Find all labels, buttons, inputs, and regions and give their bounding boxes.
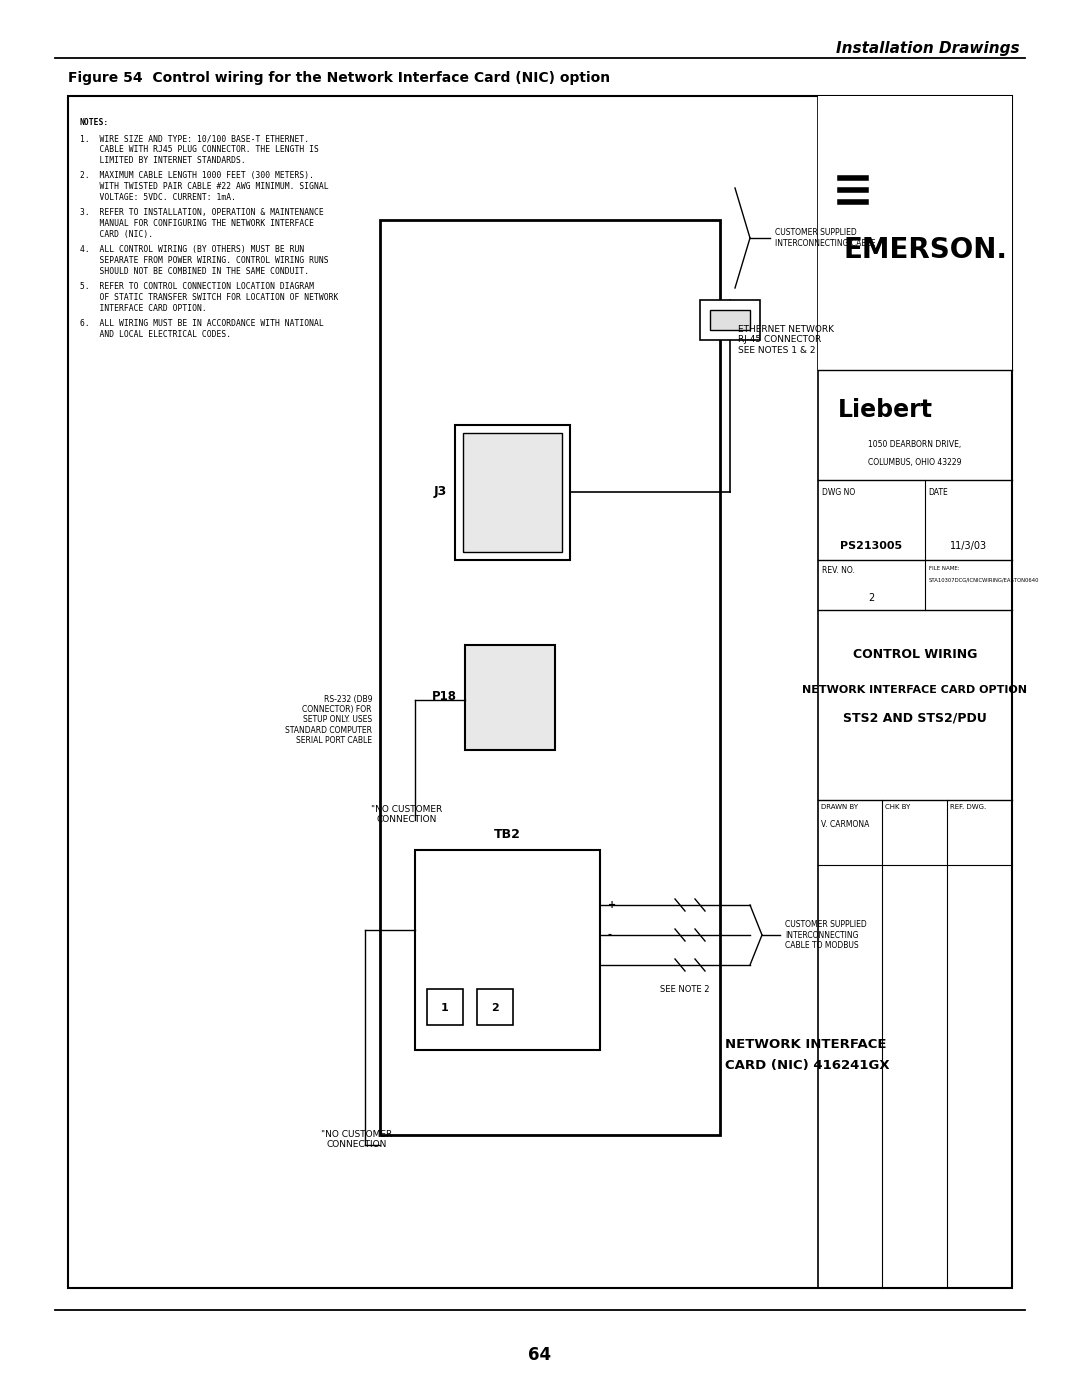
Text: Figure 54  Control wiring for the Network Interface Card (NIC) option: Figure 54 Control wiring for the Network… [68,71,610,85]
Text: 64: 64 [528,1345,552,1363]
Text: CUSTOMER SUPPLIED
INTERCONNECTING
CABLE TO MODBUS: CUSTOMER SUPPLIED INTERCONNECTING CABLE … [785,921,867,950]
Text: -: - [608,930,612,940]
Bar [427,989,463,1025]
Text: V. CARMONA: V. CARMONA [821,820,869,828]
Text: 1050 DEARBORN DRIVE,: 1050 DEARBORN DRIVE, [868,440,961,450]
Text: SEPARATE FROM POWER WIRING. CONTROL WIRING RUNS: SEPARATE FROM POWER WIRING. CONTROL WIRI… [80,256,328,265]
Text: CARD (NIC) 416241GX: CARD (NIC) 416241GX [725,1059,890,1071]
Text: COLUMBUS, OHIO 43229: COLUMBUS, OHIO 43229 [868,457,962,467]
Text: RS-232 (DB9
CONNECTOR) FOR
SETUP ONLY. USES
STANDARD COMPUTER
SERIAL PORT CABLE: RS-232 (DB9 CONNECTOR) FOR SETUP ONLY. U… [285,694,372,746]
Text: NOTES:: NOTES: [80,117,109,127]
Bar [68,96,1012,1288]
Text: P18: P18 [432,690,457,704]
Text: PS213005: PS213005 [840,541,903,550]
Bar [455,425,570,560]
Text: EMERSON.: EMERSON. [843,236,1007,264]
Text: REF. DWG.: REF. DWG. [950,805,986,810]
Text: 2.  MAXIMUM CABLE LENGTH 1000 FEET (300 METERS).: 2. MAXIMUM CABLE LENGTH 1000 FEET (300 M… [80,170,314,180]
Text: INTERFACE CARD OPTION.: INTERFACE CARD OPTION. [80,305,206,313]
Text: SHOULD NOT BE COMBINED IN THE SAME CONDUIT.: SHOULD NOT BE COMBINED IN THE SAME CONDU… [80,267,309,277]
Text: 4.  ALL CONTROL WIRING (BY OTHERS) MUST BE RUN: 4. ALL CONTROL WIRING (BY OTHERS) MUST B… [80,244,305,254]
Bar [463,433,562,552]
Bar [465,645,555,750]
Text: CUSTOMER SUPPLIED
INTERCONNECTING CABLE: CUSTOMER SUPPLIED INTERCONNECTING CABLE [775,228,876,247]
Text: +: + [608,900,616,909]
Text: CARD (NIC).: CARD (NIC). [80,231,153,239]
Text: 5.  REFER TO CONTROL CONNECTION LOCATION DIAGRAM: 5. REFER TO CONTROL CONNECTION LOCATION … [80,282,314,291]
Text: Liebert: Liebert [838,398,933,422]
Text: SEE NOTE 2: SEE NOTE 2 [660,985,710,995]
Text: AND LOCAL ELECTRICAL CODES.: AND LOCAL ELECTRICAL CODES. [80,330,231,339]
Text: LIMITED BY INTERNET STANDARDS.: LIMITED BY INTERNET STANDARDS. [80,156,246,165]
Text: 6.  ALL WIRING MUST BE IN ACCORDANCE WITH NATIONAL: 6. ALL WIRING MUST BE IN ACCORDANCE WITH… [80,319,324,328]
Text: "NO CUSTOMER
CONNECTION: "NO CUSTOMER CONNECTION [372,805,443,824]
Text: 2: 2 [868,592,875,604]
Bar [415,849,600,1051]
Text: Installation Drawings: Installation Drawings [836,41,1020,56]
Text: NETWORK INTERFACE: NETWORK INTERFACE [725,1038,887,1052]
Text: MANUAL FOR CONFIGURING THE NETWORK INTERFACE: MANUAL FOR CONFIGURING THE NETWORK INTER… [80,219,314,228]
Bar [380,219,720,1134]
Text: STA10307DCG/ICNICWIRING/EASTON0640: STA10307DCG/ICNICWIRING/EASTON0640 [929,578,1039,583]
Bar [477,989,513,1025]
Text: DWG NO: DWG NO [822,488,855,497]
Text: DRAWN BY: DRAWN BY [821,805,859,810]
Text: 1: 1 [441,1003,449,1013]
Text: NETWORK INTERFACE CARD OPTION: NETWORK INTERFACE CARD OPTION [802,685,1027,694]
Text: VOLTAGE: 5VDC. CURRENT: 1mA.: VOLTAGE: 5VDC. CURRENT: 1mA. [80,193,237,203]
Text: CHK BY: CHK BY [885,805,910,810]
Text: J3: J3 [434,486,447,499]
Text: 1.  WIRE SIZE AND TYPE: 10/100 BASE-T ETHERNET.: 1. WIRE SIZE AND TYPE: 10/100 BASE-T ETH… [80,134,309,142]
Text: TB2: TB2 [494,827,521,841]
Text: "NO CUSTOMER
CONNECTION: "NO CUSTOMER CONNECTION [322,1130,393,1150]
Bar [818,96,1012,370]
Text: CONTROL WIRING: CONTROL WIRING [853,648,977,662]
Text: WITH TWISTED PAIR CABLE #22 AWG MINIMUM. SIGNAL: WITH TWISTED PAIR CABLE #22 AWG MINIMUM.… [80,182,328,191]
Bar [710,310,750,330]
Text: ETHERNET NETWORK
RJ-45 CONNECTOR
SEE NOTES 1 & 2: ETHERNET NETWORK RJ-45 CONNECTOR SEE NOT… [738,326,834,355]
Text: REV. NO.: REV. NO. [822,566,855,576]
Text: 11/3/03: 11/3/03 [949,541,987,550]
Text: 2: 2 [491,1003,499,1013]
Text: STS2 AND STS2/PDU: STS2 AND STS2/PDU [843,711,987,725]
Text: DATE: DATE [929,488,948,497]
Text: FILE NAME:: FILE NAME: [929,566,959,571]
Text: CABLE WITH RJ45 PLUG CONNECTOR. THE LENGTH IS: CABLE WITH RJ45 PLUG CONNECTOR. THE LENG… [80,145,319,154]
Bar [700,300,760,339]
Text: OF STATIC TRANSFER SWITCH FOR LOCATION OF NETWORK: OF STATIC TRANSFER SWITCH FOR LOCATION O… [80,293,338,302]
Text: 3.  REFER TO INSTALLATION, OPERATION & MAINTENANCE: 3. REFER TO INSTALLATION, OPERATION & MA… [80,208,324,217]
